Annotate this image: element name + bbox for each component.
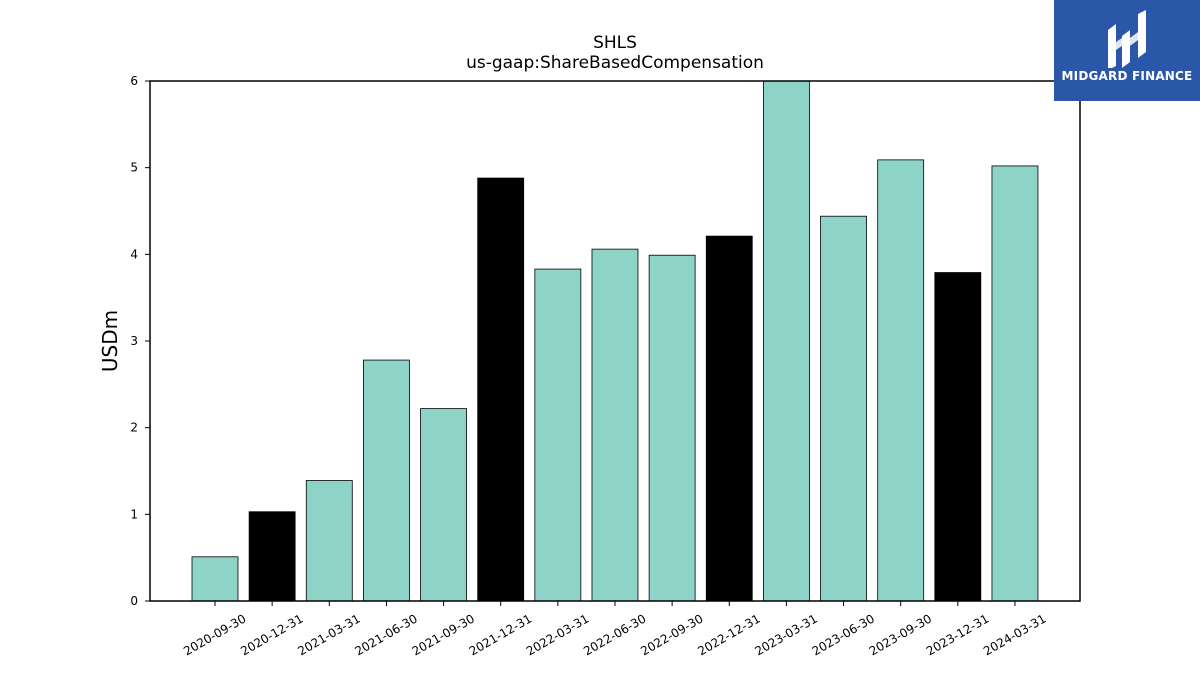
bar-2022-03-31 <box>534 268 582 602</box>
bar-2023-03-31 <box>763 80 810 602</box>
x-tick-label: 2020-12-31 <box>238 611 305 658</box>
chart-title: SHLS <box>593 33 637 53</box>
bar-2020-09-30 <box>191 556 239 602</box>
bar-2024-03-31 <box>991 165 1039 602</box>
x-tick-label: 2021-12-31 <box>467 611 534 658</box>
x-tick-label: 2023-06-30 <box>810 611 877 658</box>
bar-2023-12-31 <box>934 272 982 602</box>
y-axis-label: USDm <box>98 310 122 372</box>
bar-2021-12-31 <box>477 177 525 602</box>
plot-frame <box>149 80 1081 602</box>
x-tick-label: 2024-03-31 <box>981 611 1048 658</box>
bar-2023-06-30 <box>820 215 867 602</box>
x-tick-label: 2023-12-31 <box>924 611 991 658</box>
bar-2022-06-30 <box>591 248 639 602</box>
x-tick-label: 2021-06-30 <box>353 611 420 658</box>
y-tick-label: 2 <box>130 421 138 435</box>
x-axis-ticks: 2020-09-302020-12-312021-03-312021-06-30… <box>181 601 1048 658</box>
x-tick-label: 2021-03-31 <box>295 611 362 658</box>
bar-2022-12-31 <box>705 235 753 602</box>
bar-2021-09-30 <box>420 408 467 602</box>
brand-logo: MIDGARD FINANCE <box>1054 0 1200 101</box>
y-tick-label: 1 <box>130 507 138 521</box>
bars-group <box>191 80 1039 602</box>
bar-2021-06-30 <box>363 359 410 602</box>
y-tick-label: 0 <box>130 594 138 608</box>
y-tick-label: 4 <box>130 247 138 261</box>
x-tick-label: 2022-03-31 <box>524 611 591 658</box>
x-tick-label: 2022-12-31 <box>695 611 762 658</box>
y-tick-label: 5 <box>130 161 138 175</box>
x-tick-label: 2020-09-30 <box>181 611 248 658</box>
x-tick-label: 2023-03-31 <box>752 611 819 658</box>
x-tick-label: 2022-09-30 <box>638 611 705 658</box>
logo-text: MIDGARD FINANCE <box>1061 69 1193 83</box>
chart-subtitle: us-gaap:ShareBasedCompensation <box>466 53 764 73</box>
y-axis-ticks: 0 1 2 3 4 5 6 <box>130 74 150 608</box>
y-tick-label: 6 <box>130 74 138 88</box>
bar-2022-09-30 <box>648 254 696 602</box>
x-tick-label: 2022-06-30 <box>581 611 648 658</box>
x-tick-label: 2021-09-30 <box>410 611 477 658</box>
bar-2021-03-31 <box>305 480 353 602</box>
y-tick-label: 3 <box>130 334 138 348</box>
x-tick-label: 2023-09-30 <box>867 611 934 658</box>
bar-2020-12-31 <box>248 511 296 602</box>
bar-2023-09-30 <box>877 159 925 602</box>
midgard-logo-icon <box>1108 10 1146 68</box>
